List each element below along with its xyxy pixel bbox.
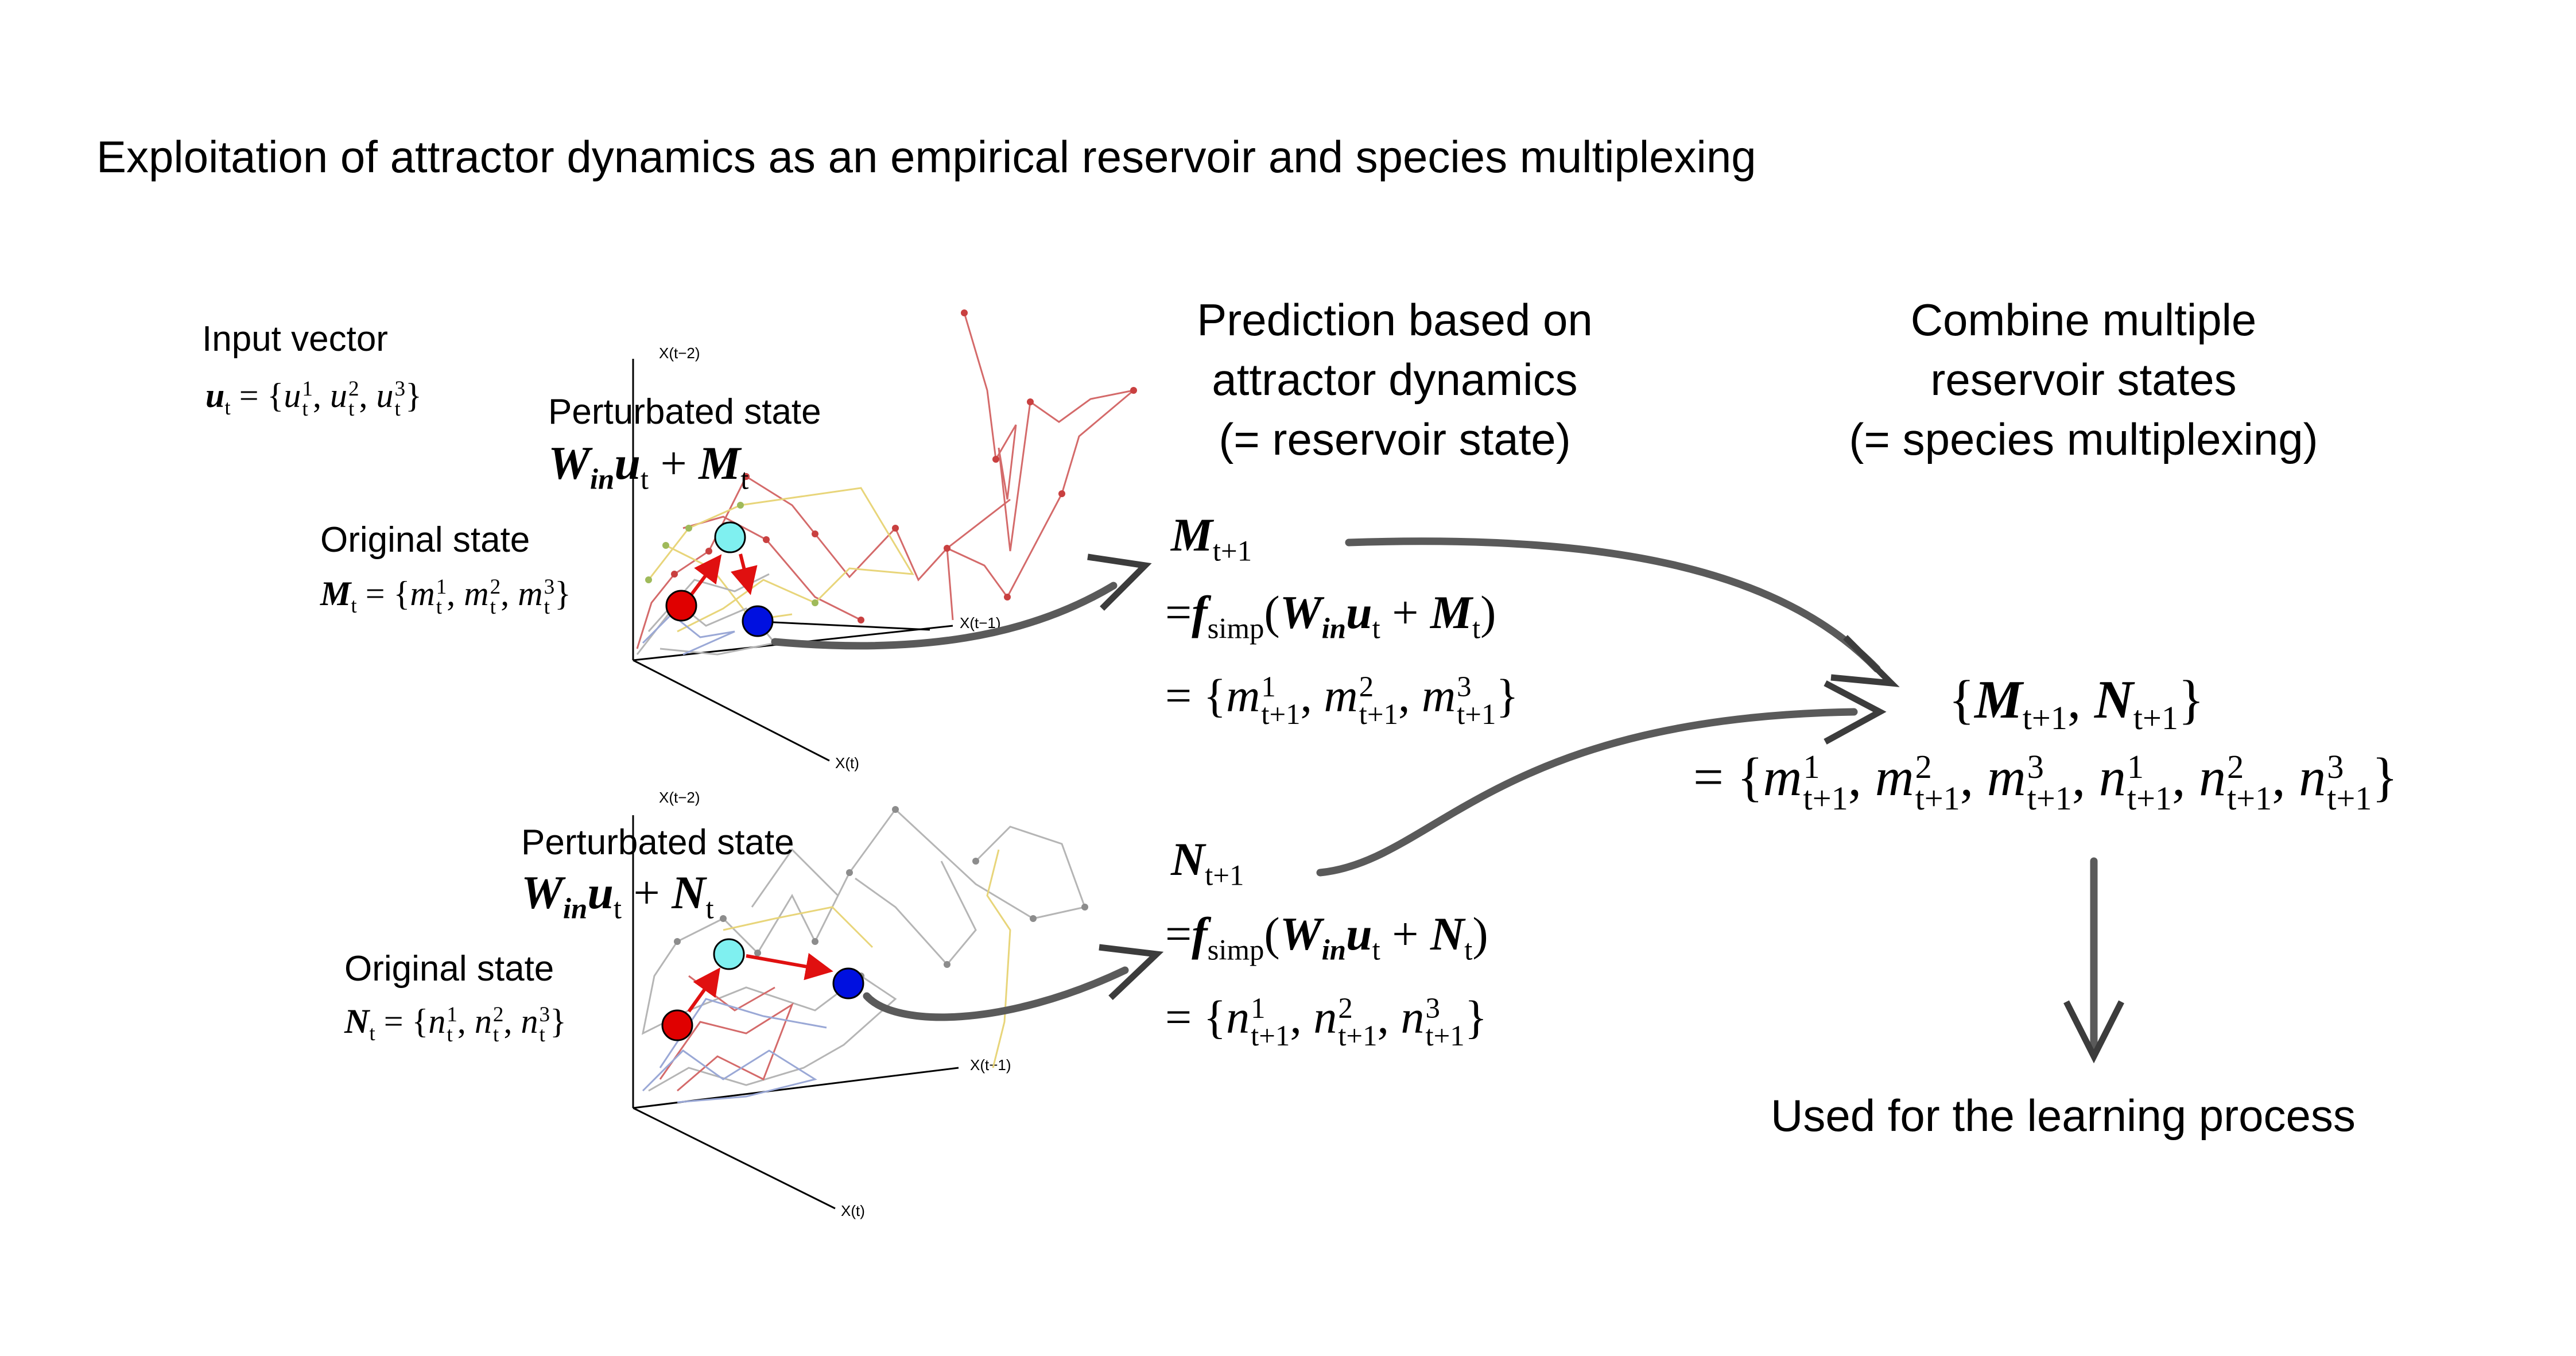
combined-state-symbol: {Mt+1, Nt+1} — [1949, 670, 2205, 737]
diagram-title: Exploitation of attractor dynamics as an… — [96, 131, 1756, 182]
perturbation-arrows-n — [687, 953, 833, 1013]
perturbated-state-point-n — [713, 938, 745, 970]
flow-arrowheads — [1087, 553, 2124, 1064]
m-next-update-formula: =fsimp(Winut + Mt) — [1165, 586, 1496, 645]
input-vector-label: Input vector — [202, 319, 388, 359]
perturbated-state-formula-m: Winut + Mt — [548, 437, 749, 495]
predicted-state-point-m — [742, 605, 774, 637]
n-next-symbol: Nt+1 — [1171, 833, 1244, 892]
prediction-header: Prediction based on attractor dynamics (… — [1142, 290, 1647, 469]
original-state-point-n — [661, 1009, 693, 1041]
n-next-components-formula: = {n 1 t+1, n 2 t+1, n 3 t+1} — [1165, 991, 1488, 1052]
learning-process-label: Used for the learning process — [1771, 1090, 2356, 1141]
flow-arrows — [771, 537, 2098, 1050]
prediction-header-line-3: (= reservoir state) — [1219, 414, 1571, 464]
original-state-label-n: Original state — [344, 949, 554, 989]
perturbation-arrows-m — [690, 553, 758, 595]
axis-label-n-xt2: X(t−2) — [659, 789, 700, 806]
axis-overlap-m — [750, 620, 930, 631]
attractor-points-m — [671, 309, 1137, 623]
perturbated-state-point-m — [714, 521, 746, 553]
arrow-m-to-combined — [1345, 537, 1881, 673]
perturbated-state-formula-n: Winut + Nt — [521, 866, 714, 925]
arrow-n-to-combined — [1316, 708, 1858, 877]
predicted-state-point-n — [832, 967, 864, 999]
prediction-header-line-2: attractor dynamics — [1212, 354, 1578, 405]
combine-header-line-3: (= species multiplexing) — [1849, 414, 2318, 464]
original-state-label-m: Original state — [320, 520, 530, 560]
prediction-header-line-1: Prediction based on — [1197, 295, 1593, 345]
m-next-components-formula: = {m 1 t+1, m 2 t+1, m 3 t+1} — [1165, 669, 1519, 731]
attractor-trajectory-blue-m — [642, 613, 735, 656]
combine-header-line-2: reservoir states — [1930, 354, 2237, 405]
arrow-m-to-prediction — [771, 582, 1118, 650]
combine-header: Combine multiple reservoir states (= spe… — [1814, 290, 2353, 469]
attractor-plot-n: X(t−2) X(t−1) X(t) — [632, 789, 1088, 1219]
axis-label-m-xt: X(t) — [835, 754, 859, 772]
attractor-plot-m: X(t−2) X(t−1) X(t) — [632, 309, 1137, 772]
axis-label-m-xt2: X(t−2) — [659, 344, 700, 362]
axis-label-n-xt1: X(t−1) — [970, 1056, 1011, 1074]
original-state-point-m — [665, 590, 697, 622]
attractor-trajectory-yellow-n — [723, 849, 1011, 1068]
perturbated-state-label-n: Perturbated state — [521, 823, 794, 862]
perturbated-state-label-m: Perturbated state — [548, 392, 821, 432]
attractor-points-n — [674, 806, 1088, 979]
axis-label-n-xt: X(t) — [841, 1202, 865, 1219]
arrow-n-to-prediction — [863, 966, 1129, 1021]
m-next-symbol: Mt+1 — [1171, 509, 1252, 567]
combine-header-line-1: Combine multiple — [1910, 295, 2257, 345]
n-next-update-formula: =fsimp(Winut + Nt) — [1165, 908, 1488, 966]
